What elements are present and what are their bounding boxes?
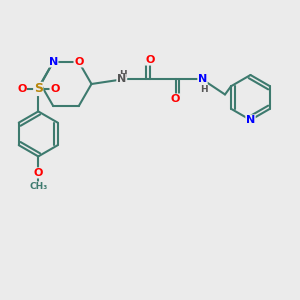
- Text: N: N: [49, 57, 58, 67]
- Text: CH₃: CH₃: [29, 182, 47, 191]
- Text: N: N: [198, 74, 207, 85]
- Text: N: N: [246, 115, 255, 125]
- Text: O: O: [171, 94, 180, 104]
- Text: O: O: [74, 57, 83, 67]
- Text: N: N: [117, 74, 126, 85]
- Text: O: O: [34, 168, 43, 178]
- Text: O: O: [145, 55, 155, 65]
- Text: S: S: [34, 82, 43, 95]
- Text: O: O: [17, 84, 26, 94]
- Text: H: H: [119, 70, 127, 80]
- Text: O: O: [50, 84, 59, 94]
- Text: H: H: [200, 85, 208, 94]
